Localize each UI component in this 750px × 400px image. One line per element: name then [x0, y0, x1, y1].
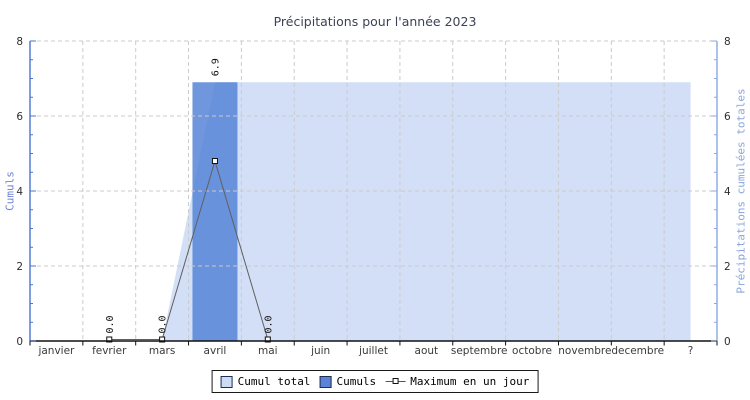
- legend-item-cumul-total: Cumul total: [220, 375, 311, 388]
- point-label: 6.9: [210, 58, 221, 76]
- tick-label-right: 2: [724, 261, 731, 273]
- month-label-octobre: octobre: [512, 345, 552, 357]
- month-label--: ?: [688, 345, 694, 357]
- month-label-novembre: novembre: [558, 345, 611, 357]
- month-label-janvier: janvier: [37, 345, 75, 357]
- month-label-fevrier: fevrier: [92, 345, 127, 357]
- tick-label-right: 4: [724, 186, 731, 198]
- point-label: 0.0: [105, 315, 116, 333]
- area-swatch-icon: [220, 375, 233, 388]
- tick-label-left: 4: [16, 186, 23, 198]
- chart-title: Précipitations pour l'année 2023: [273, 14, 477, 29]
- month-label-juin: juin: [310, 345, 330, 357]
- tick-label-left: 8: [16, 36, 23, 48]
- legend-box: Cumul total Cumuls Maximum en un jour: [211, 370, 539, 393]
- point-label: 0.0: [263, 315, 274, 333]
- point-marker: [211, 158, 218, 164]
- line-maximum-en-un-jour: [109, 159, 269, 340]
- legend-item-maximum: Maximum en un jour: [385, 375, 529, 388]
- legend-label: Cumuls: [336, 375, 377, 388]
- month-label-mai: mai: [258, 345, 278, 357]
- tick-label-left: 6: [16, 111, 23, 123]
- point-marker: [106, 336, 113, 343]
- point-marker: [264, 336, 271, 343]
- point-marker: [159, 336, 166, 343]
- bar-cumuls: [192, 82, 238, 341]
- month-label-juillet: juillet: [358, 345, 388, 357]
- tick-label-right: 8: [724, 36, 731, 48]
- month-label-avril: avril: [204, 345, 227, 357]
- point-label: 0.0: [158, 315, 169, 333]
- tick-label-left: 0: [16, 336, 23, 348]
- tick-label-right: 6: [724, 111, 731, 123]
- month-label-decembre: decembre: [611, 345, 664, 357]
- month-label-septembre: septembre: [451, 345, 508, 357]
- tick-label-left: 2: [16, 261, 23, 273]
- month-label-mars: mars: [149, 345, 175, 357]
- tick-label-right: 0: [724, 336, 731, 348]
- legend-label: Cumul total: [237, 375, 311, 388]
- legend-label: Maximum en un jour: [410, 375, 530, 388]
- line-marker-icon: [385, 377, 406, 386]
- bar-swatch-icon: [319, 375, 332, 388]
- legend-item-cumuls: Cumuls: [319, 375, 376, 388]
- month-label-aout: aout: [415, 345, 439, 357]
